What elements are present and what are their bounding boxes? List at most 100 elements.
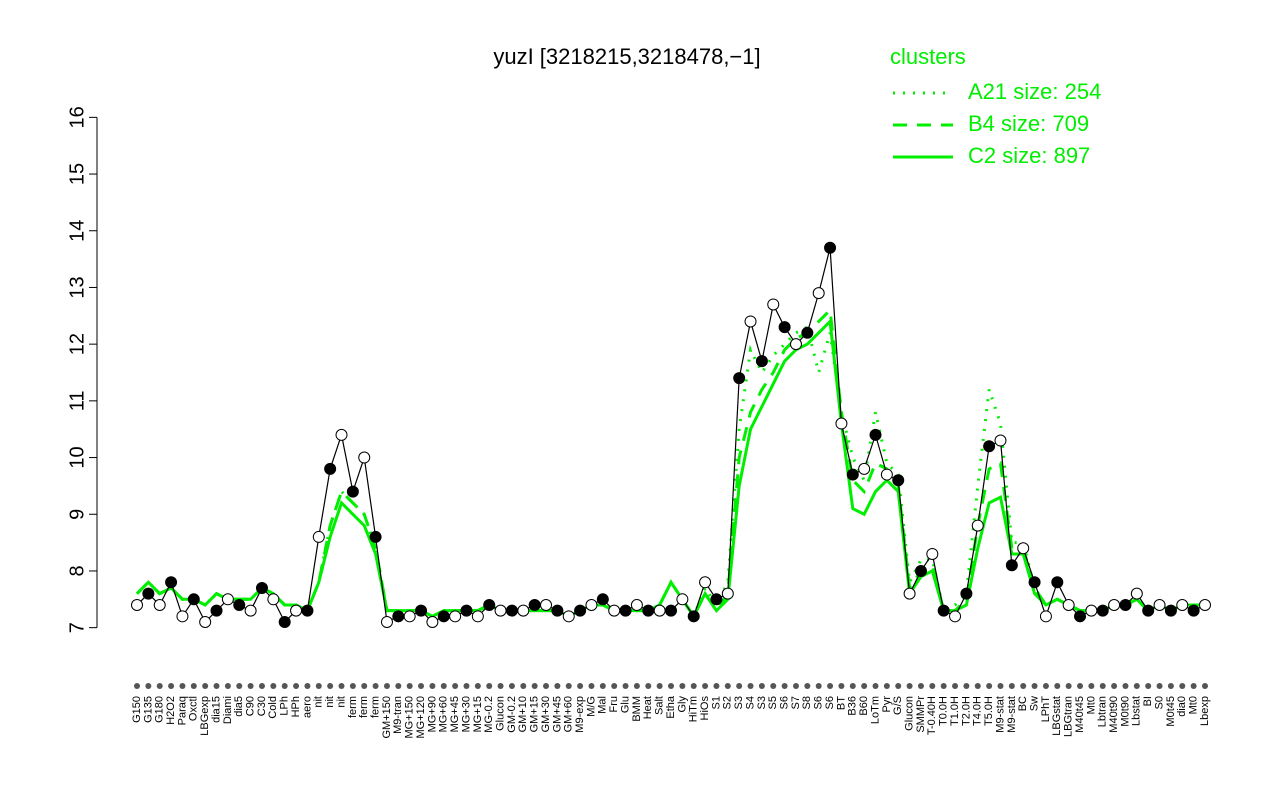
rug-dot	[134, 683, 140, 689]
point	[880, 468, 893, 481]
rug-dot	[690, 683, 697, 689]
point	[346, 485, 359, 498]
point	[358, 451, 371, 464]
rug-dot	[497, 683, 504, 689]
point	[789, 338, 802, 351]
point	[608, 604, 621, 617]
rug-dot	[770, 683, 777, 689]
rug-dot	[213, 683, 220, 689]
x-tick-label: MG+60	[438, 696, 450, 732]
point	[824, 241, 837, 254]
rug-dot	[156, 683, 163, 689]
x-tick-label: M40t90	[1108, 696, 1120, 733]
rug-dot	[1167, 683, 1174, 689]
x-tick-label: M/G	[585, 696, 597, 717]
point	[1074, 610, 1087, 623]
point	[551, 604, 564, 617]
rug-dot	[588, 683, 595, 689]
x-tick-label: Cold	[267, 696, 279, 719]
point	[449, 610, 462, 623]
rug-dot	[1156, 683, 1163, 689]
rug-dot	[997, 683, 1004, 689]
rug-dot	[599, 683, 606, 689]
y-tick-label: 10	[66, 446, 88, 468]
rug-dot	[656, 683, 663, 689]
point	[812, 287, 825, 300]
rug-dot	[838, 683, 845, 689]
point	[290, 604, 303, 617]
rug-dot	[543, 683, 550, 689]
point	[1164, 604, 1177, 617]
rug-dot	[372, 683, 379, 689]
x-tick-label: T1.0H	[949, 696, 961, 726]
point	[210, 604, 223, 617]
legend-label: A21 size: 254	[968, 79, 1101, 104]
point	[494, 604, 507, 617]
x-tick-label: LoTm	[869, 696, 881, 724]
rug-dot	[747, 683, 754, 689]
point	[426, 615, 439, 628]
point	[733, 372, 746, 385]
x-tick-label: ferm	[358, 696, 370, 718]
rug-dot	[554, 683, 561, 689]
point	[562, 610, 575, 623]
x-tick-label: G180	[154, 696, 166, 723]
rug-dot	[1190, 683, 1197, 689]
point	[403, 610, 416, 623]
rug-dot	[520, 683, 527, 689]
x-tick-label: MG+45	[449, 696, 461, 732]
point	[1153, 598, 1166, 611]
point	[369, 530, 382, 543]
x-tick-label: G135	[142, 696, 154, 723]
x-tick-label: Fru	[608, 696, 620, 713]
rug-dot	[758, 683, 765, 689]
x-tick-label: Paraq	[176, 696, 188, 725]
rug-dot	[1065, 683, 1072, 689]
point	[255, 581, 268, 594]
chart-title: yuzI [3218215,3218478,−1]	[493, 44, 760, 69]
point	[301, 604, 314, 617]
x-tick-label: M9-tran	[392, 696, 404, 734]
point	[914, 564, 927, 577]
rug-dot	[645, 683, 652, 689]
rug-dot	[611, 683, 618, 689]
x-tick-label: S2	[722, 696, 734, 709]
x-tick-label: S6	[779, 696, 791, 709]
rug-dot	[1042, 683, 1049, 689]
rug-dot	[577, 683, 584, 689]
x-tick-label: T2.0H	[960, 696, 972, 726]
x-tick-label: Gly	[676, 696, 688, 713]
x-tick-label: LBGstat	[1051, 696, 1063, 736]
point	[801, 326, 814, 339]
point	[483, 598, 496, 611]
x-tick-label: GM+15	[529, 696, 541, 732]
x-tick-label: LPhT	[1040, 696, 1052, 723]
rug-dot	[963, 683, 970, 689]
point	[528, 598, 541, 611]
point	[1199, 598, 1211, 611]
rug-dot	[1111, 683, 1118, 689]
x-tick-label: M0t45	[1165, 696, 1177, 727]
point	[744, 315, 757, 328]
x-tick-label: Pyr	[881, 696, 893, 713]
x-tick-label: S5	[767, 696, 779, 709]
point	[131, 598, 143, 611]
x-tick-label: C30	[256, 696, 268, 716]
x-tick-label: dia0	[1176, 696, 1188, 717]
point	[1096, 604, 1109, 617]
rug-dot	[679, 683, 686, 689]
point	[1119, 598, 1132, 611]
point	[1187, 604, 1200, 617]
y-tick-label: 15	[66, 163, 88, 185]
point	[392, 610, 405, 623]
point	[699, 576, 712, 589]
rug-dot	[1133, 683, 1140, 689]
rug-dot	[929, 683, 936, 689]
cluster-line	[135, 318, 1205, 620]
x-tick-label: LPh	[279, 696, 291, 716]
point	[267, 593, 280, 606]
x-tick-label: BC	[1017, 696, 1029, 711]
point	[903, 587, 916, 600]
point	[437, 610, 450, 623]
rug-dot	[338, 683, 345, 689]
